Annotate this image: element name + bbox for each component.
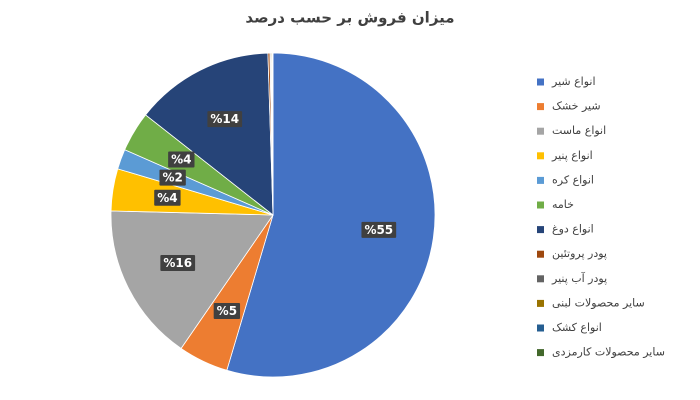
legend-text: انواع شیر	[551, 75, 596, 88]
pie-slice	[145, 52, 274, 216]
legend-text: سایر محصولات کارمزدی	[552, 346, 665, 359]
value-label-bg	[154, 189, 181, 206]
legend-text: شیر خشک	[552, 100, 601, 113]
pie-slice	[226, 52, 436, 378]
value-label-bg	[159, 169, 186, 186]
legend-text: انواع کره	[552, 173, 594, 186]
pie-slice	[110, 210, 274, 349]
legend-swatch	[537, 250, 544, 258]
value-label-bg	[213, 302, 241, 319]
legend-swatch	[537, 176, 544, 184]
value-label-bg	[160, 255, 196, 272]
value-label: %4	[171, 152, 191, 166]
legend-text: انواع دوغ	[552, 223, 594, 236]
legend-swatch	[537, 127, 544, 135]
legend-swatch	[537, 226, 544, 234]
legend-swatch	[537, 275, 544, 283]
legend-text: انواع کشک	[552, 321, 602, 334]
legend-text: سایر محصولات لبنی	[552, 296, 645, 309]
value-label: %14	[210, 112, 239, 126]
value-label: %4	[157, 191, 177, 205]
value-label: %55	[364, 223, 393, 237]
legend-swatch	[537, 349, 544, 357]
legend-swatch	[537, 103, 544, 111]
value-label: %2	[162, 171, 182, 185]
pie-slice	[272, 52, 274, 216]
legend-text: انواع پنیر	[551, 149, 593, 162]
chart-title: میزان فروش بر حسب درصد	[245, 9, 454, 27]
value-label-bg	[361, 221, 397, 238]
legend-swatch	[537, 324, 544, 332]
legend-swatch	[537, 152, 544, 160]
legend-swatch	[537, 201, 544, 209]
legend-text: خامه	[552, 198, 574, 211]
value-label-bg	[207, 111, 243, 128]
legend-text: پودر پروتئین	[552, 247, 607, 260]
value-label: %5	[217, 304, 237, 318]
legend-text: انواع ماست	[552, 124, 606, 137]
value-label-bg	[168, 151, 195, 168]
legend-swatch	[537, 299, 544, 307]
value-label: %16	[163, 256, 192, 270]
legend-swatch	[537, 78, 544, 86]
legend-text: پودر آب پنیر	[551, 271, 607, 285]
